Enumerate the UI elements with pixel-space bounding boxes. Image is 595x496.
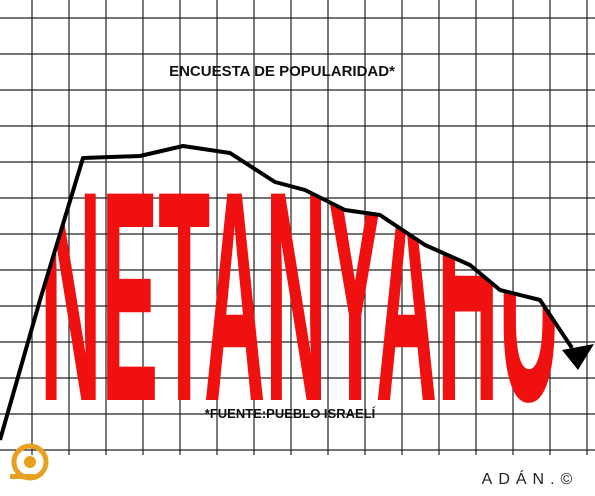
- logo: [10, 443, 49, 481]
- title: ENCUESTA DE POPULARIDAD*: [169, 63, 395, 80]
- trend-line: [0, 144, 574, 441]
- source-note: *FUENTE:PUEBLO ISRAELÍ: [205, 406, 376, 421]
- signature: ADÁN.©: [482, 469, 579, 488]
- arrow-head: [562, 344, 594, 370]
